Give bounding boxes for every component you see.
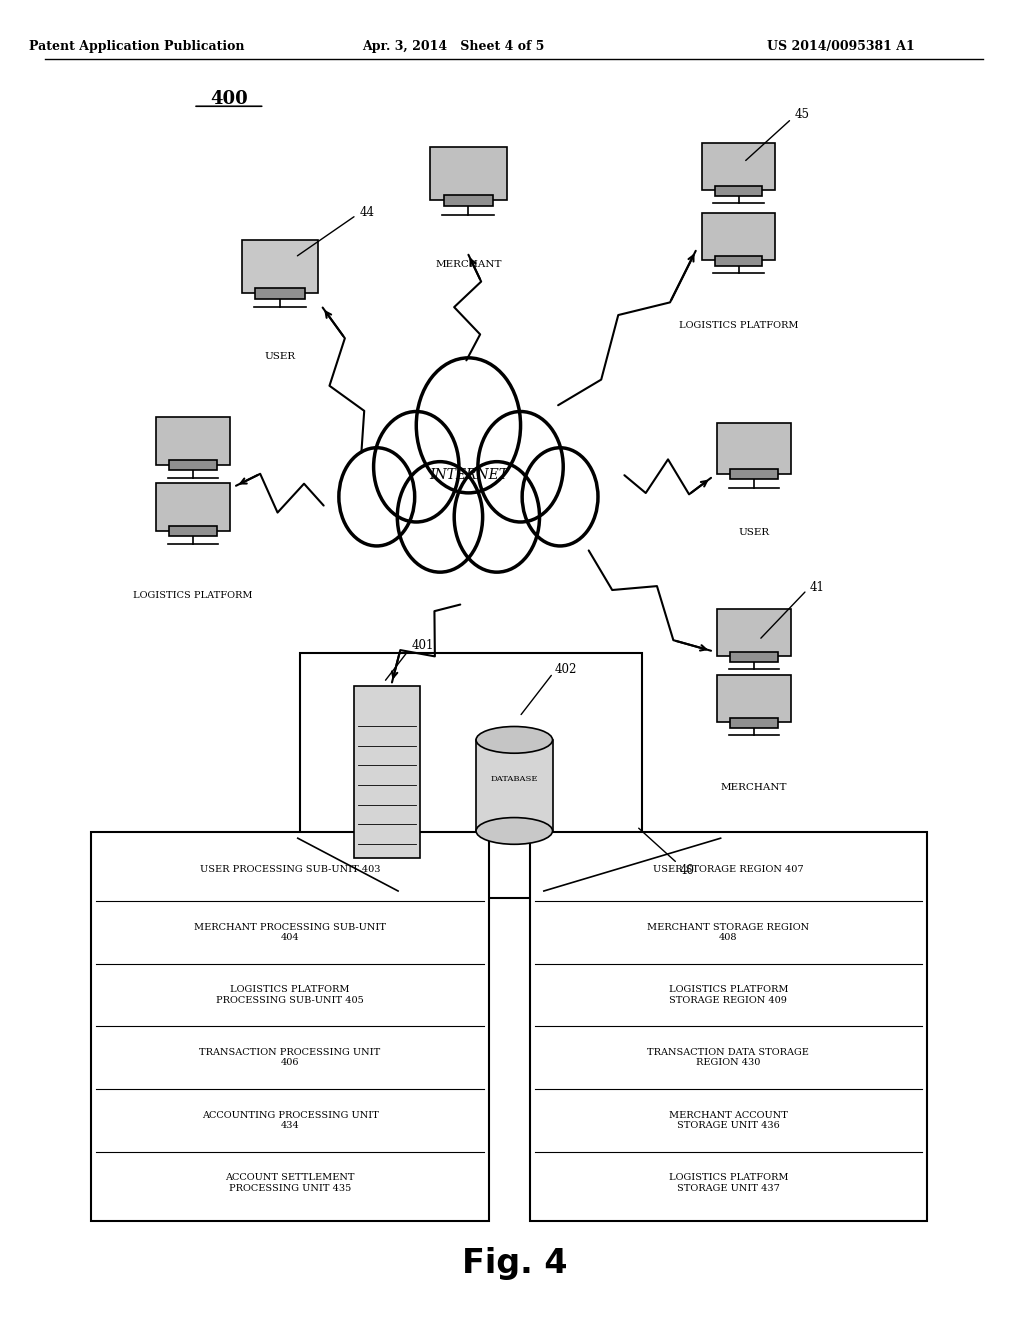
FancyBboxPatch shape [353, 686, 420, 858]
FancyBboxPatch shape [717, 422, 791, 474]
Text: US 2014/0095381 A1: US 2014/0095381 A1 [767, 40, 914, 53]
FancyBboxPatch shape [715, 186, 763, 195]
Circle shape [455, 462, 540, 572]
FancyBboxPatch shape [169, 461, 217, 470]
Text: 41: 41 [810, 581, 824, 594]
Text: USER: USER [264, 352, 295, 362]
FancyBboxPatch shape [701, 143, 775, 190]
FancyBboxPatch shape [715, 256, 763, 265]
Circle shape [478, 412, 563, 521]
Text: 40: 40 [680, 863, 694, 876]
Text: MERCHANT PROCESSING SUB-UNIT
404: MERCHANT PROCESSING SUB-UNIT 404 [194, 923, 386, 942]
Text: LOGISTICS PLATFORM
STORAGE UNIT 437: LOGISTICS PLATFORM STORAGE UNIT 437 [669, 1173, 788, 1193]
Text: Patent Application Publication: Patent Application Publication [30, 40, 245, 53]
FancyBboxPatch shape [443, 195, 494, 206]
FancyBboxPatch shape [717, 675, 791, 722]
Circle shape [339, 447, 415, 546]
Text: Fig. 4: Fig. 4 [462, 1246, 567, 1280]
FancyBboxPatch shape [730, 469, 778, 479]
Circle shape [397, 462, 482, 572]
Circle shape [374, 412, 459, 521]
Ellipse shape [476, 817, 553, 845]
Text: LOGISTICS PLATFORM
PROCESSING SUB-UNIT 405: LOGISTICS PLATFORM PROCESSING SUB-UNIT 4… [216, 985, 364, 1005]
Text: 402: 402 [555, 663, 578, 676]
Text: 45: 45 [795, 108, 810, 121]
Text: DATABASE: DATABASE [490, 775, 538, 783]
Text: TRANSACTION DATA STORAGE
REGION 430: TRANSACTION DATA STORAGE REGION 430 [647, 1048, 809, 1068]
Text: USER STORAGE REGION 407: USER STORAGE REGION 407 [653, 865, 804, 874]
FancyBboxPatch shape [730, 652, 778, 661]
Circle shape [522, 447, 598, 546]
Ellipse shape [476, 726, 553, 754]
Text: ACCOUNT SETTLEMENT
PROCESSING UNIT 435: ACCOUNT SETTLEMENT PROCESSING UNIT 435 [225, 1173, 354, 1193]
FancyBboxPatch shape [91, 832, 488, 1221]
Text: USER: USER [738, 528, 769, 537]
Text: ACCOUNTING PROCESSING UNIT
434: ACCOUNTING PROCESSING UNIT 434 [202, 1110, 379, 1130]
Text: LOGISTICS PLATFORM: LOGISTICS PLATFORM [133, 591, 253, 601]
Text: INTERNET: INTERNET [429, 469, 508, 482]
Text: TRANSACTION PROCESSING UNIT
406: TRANSACTION PROCESSING UNIT 406 [200, 1048, 381, 1068]
FancyBboxPatch shape [255, 288, 304, 298]
FancyBboxPatch shape [529, 832, 927, 1221]
FancyBboxPatch shape [730, 718, 778, 727]
Text: LOGISTICS PLATFORM
STORAGE REGION 409: LOGISTICS PLATFORM STORAGE REGION 409 [669, 985, 788, 1005]
Circle shape [417, 358, 520, 492]
Text: 401: 401 [412, 639, 434, 652]
FancyBboxPatch shape [701, 213, 775, 260]
Text: MERCHANT ACCOUNT
STORAGE UNIT 436: MERCHANT ACCOUNT STORAGE UNIT 436 [669, 1110, 787, 1130]
FancyBboxPatch shape [476, 739, 553, 832]
FancyBboxPatch shape [169, 527, 217, 536]
Text: 44: 44 [359, 206, 375, 219]
FancyBboxPatch shape [157, 483, 230, 531]
FancyBboxPatch shape [300, 653, 642, 898]
Text: MERCHANT: MERCHANT [721, 783, 787, 792]
Text: USER PROCESSING SUB-UNIT 403: USER PROCESSING SUB-UNIT 403 [200, 865, 380, 874]
FancyBboxPatch shape [717, 609, 791, 656]
Text: MERCHANT: MERCHANT [435, 260, 502, 269]
FancyBboxPatch shape [157, 417, 230, 465]
FancyBboxPatch shape [242, 239, 317, 293]
Text: LOGISTICS PLATFORM: LOGISTICS PLATFORM [679, 321, 799, 330]
Text: 400: 400 [210, 90, 248, 108]
Text: MERCHANT STORAGE REGION
408: MERCHANT STORAGE REGION 408 [647, 923, 809, 942]
Text: Apr. 3, 2014   Sheet 4 of 5: Apr. 3, 2014 Sheet 4 of 5 [361, 40, 545, 53]
FancyBboxPatch shape [430, 147, 507, 201]
